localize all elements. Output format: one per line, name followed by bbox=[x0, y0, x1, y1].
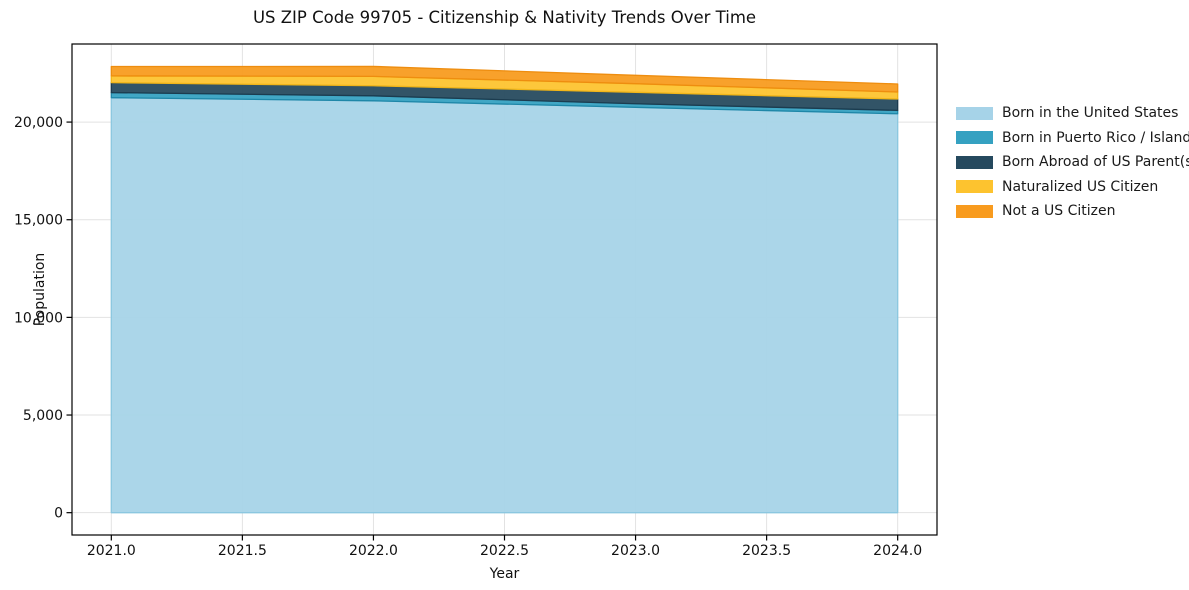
legend-swatch bbox=[956, 106, 993, 120]
legend-item-naturalized-us-citizen: Naturalized US Citizen bbox=[956, 175, 1189, 200]
y-tick-label: 0 bbox=[54, 506, 63, 522]
legend-label: Naturalized US Citizen bbox=[1002, 178, 1159, 195]
legend-item-not-a-us-citizen: Not a US Citizen bbox=[956, 199, 1189, 224]
x-axis-label: Year bbox=[489, 566, 520, 582]
x-tick-label: 2023.5 bbox=[742, 543, 791, 559]
x-tick-label: 2022.0 bbox=[349, 543, 398, 559]
legend-item-born-in-puerto-rico-islands: Born in Puerto Rico / Islands bbox=[956, 126, 1189, 151]
legend-swatch bbox=[956, 204, 993, 218]
legend-item-born-in-the-united-states: Born in the United States bbox=[956, 101, 1189, 126]
legend-swatch bbox=[956, 180, 993, 194]
x-tick-label: 2023.0 bbox=[611, 543, 660, 559]
y-tick-label: 10,000 bbox=[14, 310, 63, 326]
area-series-born-in-the-united-states bbox=[110, 97, 899, 514]
legend-label: Born Abroad of US Parent(s) bbox=[1002, 154, 1189, 171]
legend-swatch bbox=[956, 155, 993, 169]
legend: Born in the United States Born in Puerto … bbox=[956, 101, 1189, 224]
legend-item-born-abroad-of-us-parent-s: Born Abroad of US Parent(s) bbox=[956, 150, 1189, 175]
x-tick-label: 2021.0 bbox=[87, 543, 136, 559]
legend-label: Born in Puerto Rico / Islands bbox=[1002, 129, 1189, 146]
legend-swatch bbox=[956, 131, 993, 145]
legend-label: Born in the United States bbox=[1002, 105, 1179, 122]
legend-label: Not a US Citizen bbox=[1002, 203, 1116, 220]
y-tick-label: 20,000 bbox=[14, 115, 63, 131]
area-series-not-a-us-citizen bbox=[110, 65, 899, 93]
x-tick-label: 2022.5 bbox=[480, 543, 529, 559]
x-tick-label: 2024.0 bbox=[873, 543, 922, 559]
y-axis-label: Population bbox=[32, 253, 48, 327]
x-tick-label: 2021.5 bbox=[218, 543, 267, 559]
y-tick-label: 5,000 bbox=[23, 408, 63, 424]
y-tick-label: 15,000 bbox=[14, 213, 63, 229]
chart-title: US ZIP Code 99705 - Citizenship & Nativi… bbox=[252, 8, 757, 27]
